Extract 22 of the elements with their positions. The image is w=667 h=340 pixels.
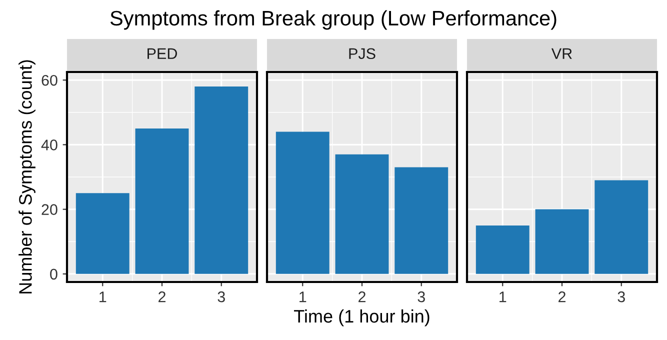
x-tick-label: 2	[358, 291, 366, 302]
x-tick-label: 3	[218, 291, 225, 302]
x-tick-label: 1	[100, 292, 106, 302]
chart-subtitle: PJS	[349, 48, 376, 60]
chart-subtitle: PED	[148, 48, 177, 59]
x-tick-label: 3	[418, 291, 425, 302]
x-tick-label: 3	[618, 291, 625, 302]
text: Symptoms from Break group (Low Performance)	[110, 10, 556, 30]
y-axis-title: Number of Symptoms (count)	[18, 60, 36, 294]
y-tick-label: 40	[41, 140, 58, 150]
y-tick-label: 0	[50, 268, 58, 280]
chart-subtitle: VR	[551, 48, 572, 59]
y-tick-label: 20	[42, 204, 58, 215]
x-axis-title: Time (1 hour bin)	[294, 309, 430, 326]
x-tick-label: 2	[558, 291, 566, 302]
bar	[194, 86, 248, 274]
x-tick-label: 2	[158, 291, 166, 302]
bar	[76, 193, 130, 274]
x-tick-label: 1	[500, 292, 506, 302]
x-tick-label: 1	[300, 292, 306, 302]
bar	[135, 128, 189, 274]
y-tick-label: 60	[42, 74, 58, 86]
